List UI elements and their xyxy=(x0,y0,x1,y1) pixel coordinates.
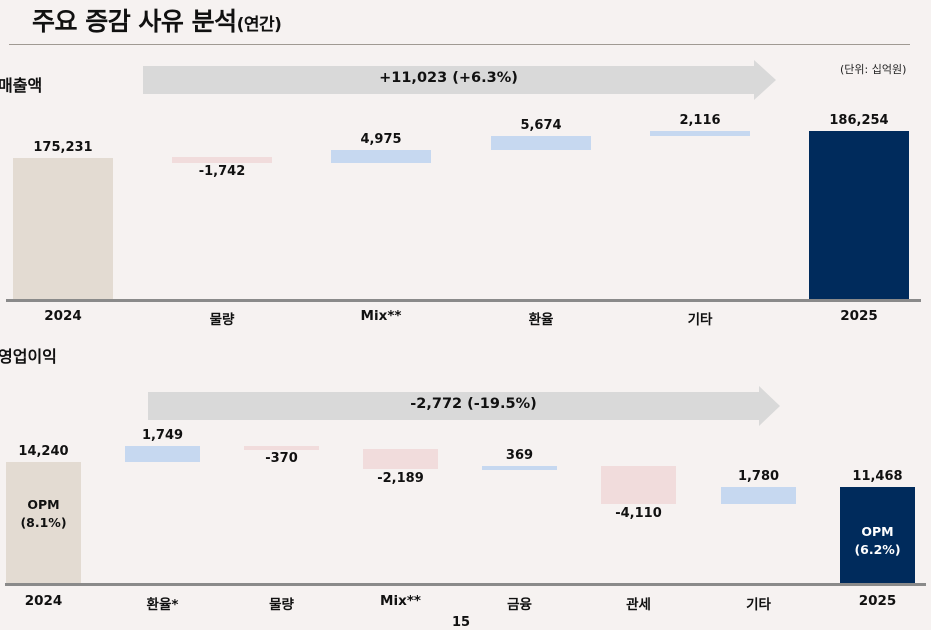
category-op-2025: 2025 xyxy=(858,593,897,609)
opm-value-2024: (8.1%) xyxy=(20,515,67,530)
value-revenue-2024: 175,231 xyxy=(33,140,93,155)
opm-value-2025: (6.2%) xyxy=(854,542,901,557)
op-income-section-label: 영업이익 xyxy=(0,347,57,366)
page-title-main: 주요 증감 사유 분석 xyxy=(32,7,237,36)
value-revenue-2025: 186,254 xyxy=(829,113,889,128)
category-op-tariff: 관세 xyxy=(626,597,651,613)
category-revenue-mix: Mix** xyxy=(360,308,402,324)
category-revenue-volume: 물량 xyxy=(209,312,235,328)
bar-revenue-2024 xyxy=(13,158,113,301)
value-op-fx: 1,749 xyxy=(141,428,184,443)
bar-op-mix xyxy=(363,449,438,469)
category-op-finance: 금융 xyxy=(507,597,532,613)
category-revenue-other: 기타 xyxy=(687,312,713,328)
title-divider xyxy=(9,44,910,45)
opm-label-2024: OPM (8.1%) xyxy=(6,496,81,532)
value-op-tariff: -4,110 xyxy=(615,506,662,521)
page-title: 주요 증감 사유 분석(연간) xyxy=(32,2,282,38)
bar-op-2024 xyxy=(6,462,81,584)
bar-op-tariff xyxy=(601,466,676,504)
category-revenue-fx: 환율 xyxy=(528,312,554,328)
arrow-right-icon xyxy=(754,60,776,100)
category-op-other: 기타 xyxy=(746,597,771,613)
category-op-volume: 물량 xyxy=(269,597,294,613)
value-op-2024: 14,240 xyxy=(18,444,69,459)
opm-label-2025: OPM (6.2%) xyxy=(840,523,915,559)
opm-title: OPM xyxy=(27,497,60,512)
bar-op-2025 xyxy=(840,487,915,584)
opm-title: OPM xyxy=(861,524,894,539)
arrow-body xyxy=(148,392,759,420)
value-revenue-volume: -1,742 xyxy=(198,164,246,179)
value-op-2025: 11,468 xyxy=(852,469,903,484)
value-op-other: 1,780 xyxy=(737,469,780,484)
bar-revenue-fx xyxy=(491,136,591,150)
bar-op-volume xyxy=(244,446,319,450)
bar-op-fx xyxy=(125,446,200,462)
bar-revenue-volume xyxy=(172,157,272,163)
bar-op-other xyxy=(721,487,796,504)
revenue-section-label: 매출액 xyxy=(0,76,43,95)
op-income-change-text: -2,772 (-19.5%) xyxy=(410,396,537,412)
bar-op-finance xyxy=(482,466,557,470)
value-revenue-mix: 4,975 xyxy=(360,132,402,147)
page-title-suffix: (연간) xyxy=(236,15,282,35)
category-revenue-2024: 2024 xyxy=(44,308,82,324)
arrow-body xyxy=(143,66,754,94)
value-revenue-other: 2,116 xyxy=(679,113,721,128)
unit-label: (단위: 십억원) xyxy=(840,63,907,76)
value-revenue-fx: 5,674 xyxy=(520,118,562,133)
category-revenue-2025: 2025 xyxy=(840,308,878,324)
value-op-volume: -370 xyxy=(265,451,298,466)
revenue-baseline xyxy=(6,299,921,302)
op-income-baseline xyxy=(5,583,926,586)
arrow-right-icon xyxy=(759,386,780,426)
category-op-fx: 환율* xyxy=(146,597,179,613)
category-op-2024: 2024 xyxy=(24,593,63,609)
bar-revenue-mix xyxy=(331,150,431,163)
category-op-mix: Mix** xyxy=(380,593,421,609)
revenue-change-text: +11,023 (+6.3%) xyxy=(379,70,518,86)
bar-revenue-2025 xyxy=(809,131,909,302)
value-op-mix: -2,189 xyxy=(377,471,424,486)
value-op-finance: 369 xyxy=(505,448,534,463)
bar-revenue-other xyxy=(650,131,750,136)
